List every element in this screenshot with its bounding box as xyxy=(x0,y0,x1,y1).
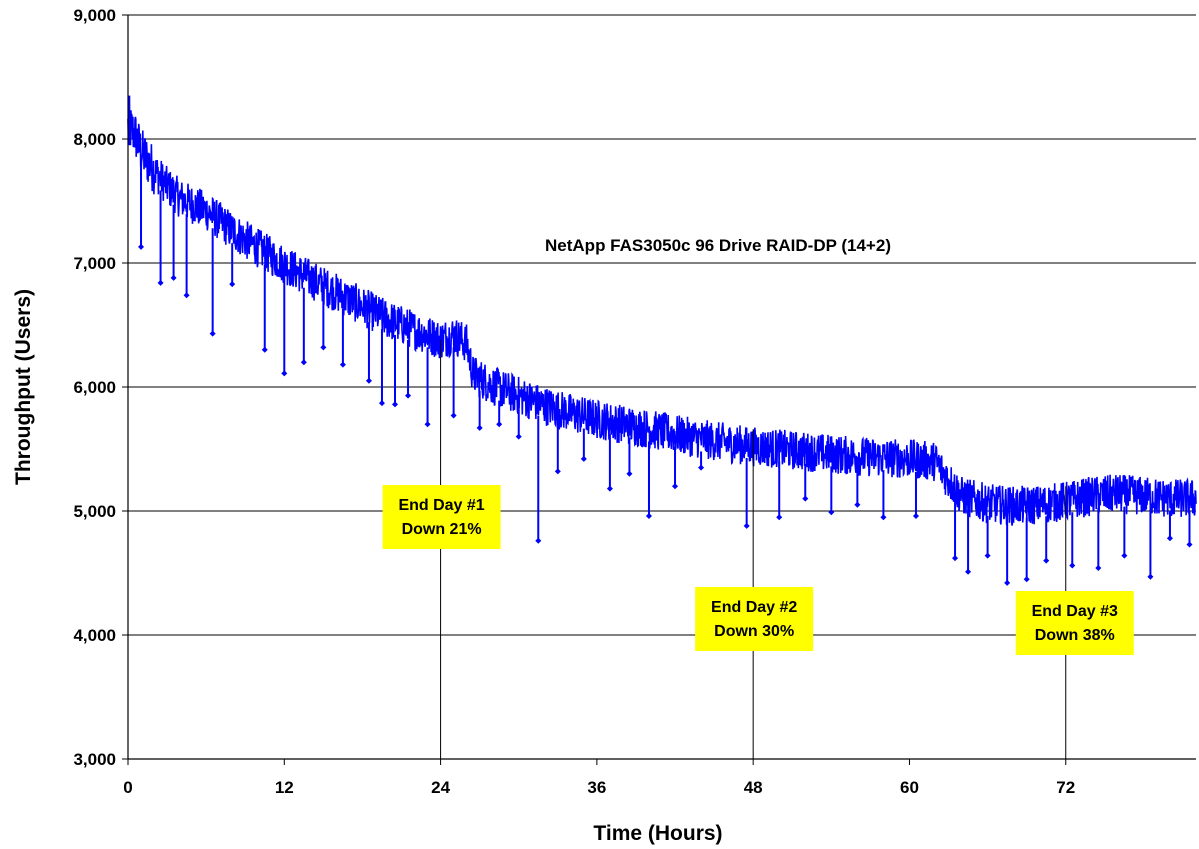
callout-box xyxy=(695,587,814,651)
callout-line-2: Down 30% xyxy=(714,623,794,640)
spike-point xyxy=(1043,557,1050,564)
y-tick-label: 7,000 xyxy=(73,254,116,273)
y-tick-label: 3,000 xyxy=(73,750,116,769)
series-label: NetApp FAS3050c 96 Drive RAID-DP (14+2) xyxy=(545,236,891,255)
spike-point xyxy=(1121,552,1128,559)
y-tick-label: 9,000 xyxy=(73,6,116,25)
spike-point xyxy=(984,552,991,559)
callout-line-1: End Day #1 xyxy=(398,497,484,514)
spike-point xyxy=(965,568,972,575)
spike-point xyxy=(157,279,164,286)
spike-point xyxy=(476,424,483,431)
x-tick-label: 60 xyxy=(900,778,919,797)
spike-point xyxy=(606,485,613,492)
y-tick-label: 5,000 xyxy=(73,502,116,521)
spike-point xyxy=(1095,565,1102,572)
spike-point xyxy=(450,412,457,419)
callout-line-1: End Day #3 xyxy=(1032,603,1118,620)
spike-point xyxy=(183,292,190,299)
spike-point xyxy=(320,344,327,351)
spike-point xyxy=(672,483,679,490)
spike-point xyxy=(854,501,861,508)
throughput-series-line xyxy=(127,103,1197,526)
spike-point xyxy=(405,392,412,399)
data-series xyxy=(127,95,1197,586)
spike-point xyxy=(1004,579,1011,586)
callout-line-1: End Day #2 xyxy=(711,599,797,616)
callout-box xyxy=(382,485,501,549)
spike-point xyxy=(645,512,652,519)
spike-point xyxy=(229,281,236,288)
spike-point xyxy=(802,495,809,502)
spike-point xyxy=(496,421,503,428)
spike-point xyxy=(1186,541,1193,548)
spike-point xyxy=(828,509,835,516)
spike-point xyxy=(1069,562,1076,569)
spike-point xyxy=(535,537,542,544)
spike-point xyxy=(300,359,307,366)
spike-point xyxy=(912,512,919,519)
spike-point xyxy=(138,243,145,250)
spike-point xyxy=(1023,576,1030,583)
callout-box xyxy=(1015,591,1134,655)
y-tick-label: 6,000 xyxy=(73,378,116,397)
spike-point xyxy=(209,330,216,337)
spike-point xyxy=(515,433,522,440)
spike-point xyxy=(365,377,372,384)
spike-point xyxy=(743,522,750,529)
annotations: End Day #1 Down 21% End Day #2 Down 30% End … xyxy=(382,339,1134,759)
spike-point xyxy=(776,514,783,521)
x-tick-label: 72 xyxy=(1056,778,1075,797)
spike-point xyxy=(952,555,959,562)
spike-point xyxy=(378,400,385,407)
spike-point xyxy=(281,370,288,377)
x-tick-label: 24 xyxy=(431,778,450,797)
x-axis-title: Time (Hours) xyxy=(593,822,722,845)
x-tick-label: 36 xyxy=(587,778,606,797)
x-tick-label: 0 xyxy=(123,778,132,797)
spike-point xyxy=(170,274,177,281)
spike-point xyxy=(698,464,705,471)
callout-line-2: Down 38% xyxy=(1035,627,1115,644)
axes: 3,000 4,000 5,000 6,000 7,000 8,000 9,000 0 12 24… xyxy=(73,6,1196,797)
spike-point xyxy=(1147,573,1154,580)
spike-point xyxy=(392,401,398,408)
spike-point xyxy=(424,421,431,428)
y-tick-label: 8,000 xyxy=(73,130,116,149)
y-tick-label: 4,000 xyxy=(73,626,116,645)
x-tick-label: 12 xyxy=(275,778,294,797)
spike-point xyxy=(339,361,346,368)
callout-line-2: Down 21% xyxy=(402,521,482,538)
spike-point xyxy=(880,514,887,521)
spike-point xyxy=(554,468,561,475)
spike-point xyxy=(626,470,633,477)
y-axis-title: Throughput (Users) xyxy=(12,289,35,485)
spike-point xyxy=(1166,535,1173,542)
spike-point xyxy=(580,455,587,462)
spike-point xyxy=(261,346,268,353)
x-tick-label: 48 xyxy=(744,778,763,797)
